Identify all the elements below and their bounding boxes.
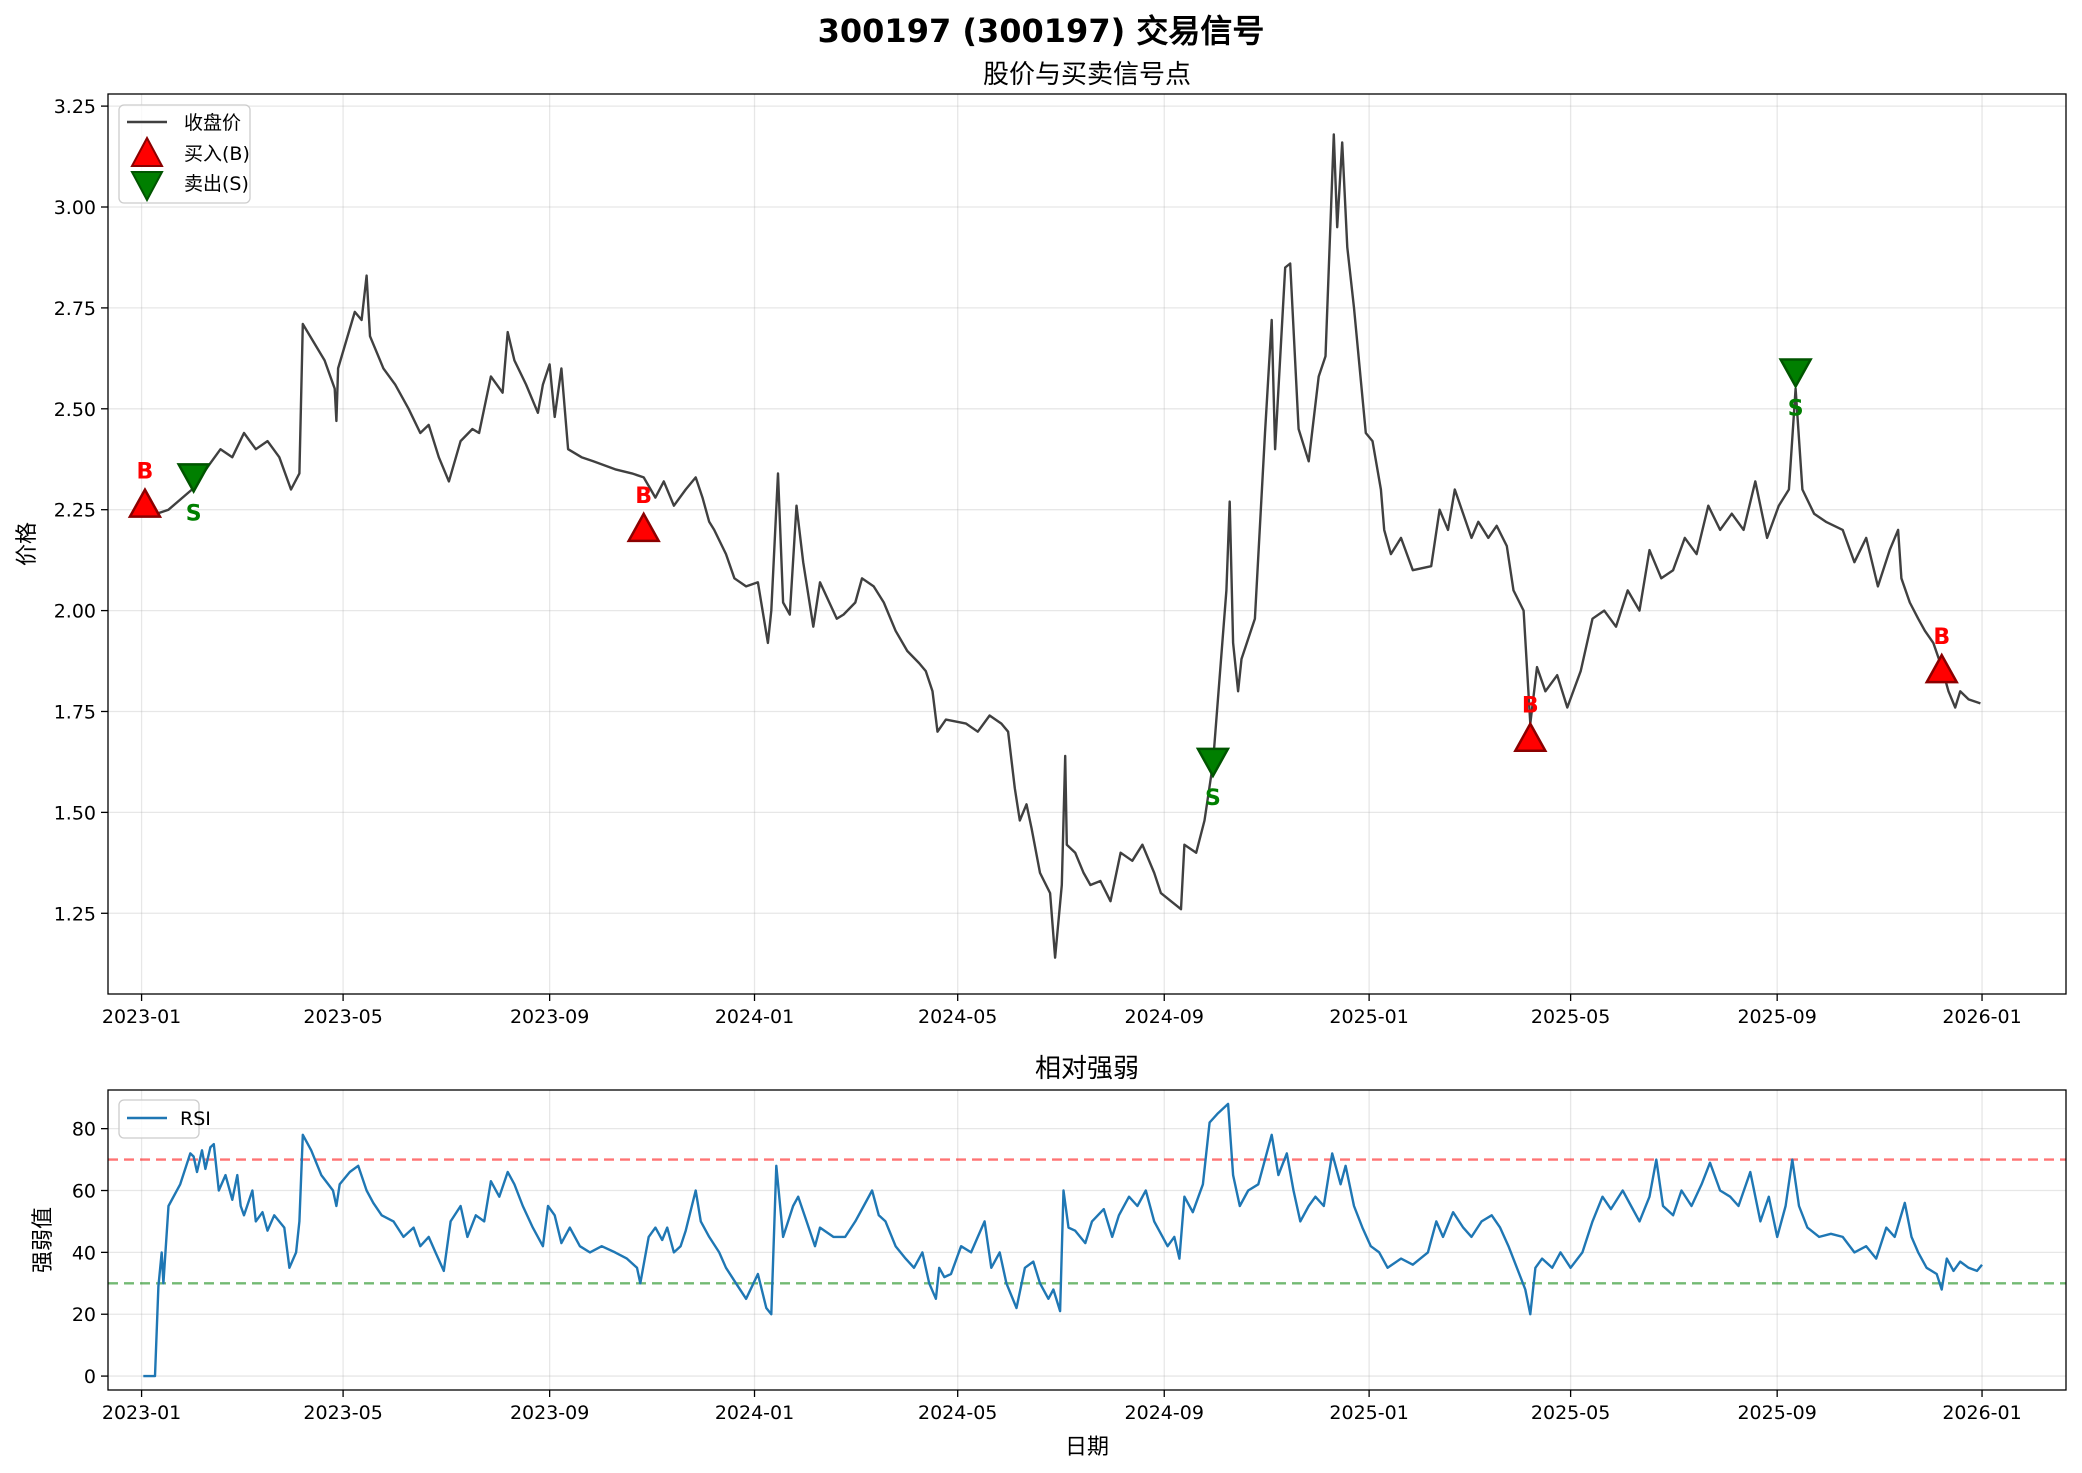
- buy-marker-2: [1513, 721, 1548, 752]
- buy-marker-1: [626, 511, 661, 543]
- legend-buy-label: 买入(B): [184, 143, 250, 165]
- rsi-ylabel: 强弱值: [31, 1207, 56, 1273]
- rsi-ytick-label-2: 40: [72, 1242, 96, 1264]
- price-ylabel: 价格: [15, 522, 40, 566]
- rsi-xtick-label-6: 2025-01: [1329, 1402, 1408, 1424]
- rsi-threshold-lines: [108, 1158, 2066, 1285]
- rsi-panel-title: 相对强弱: [1035, 1054, 1139, 1084]
- buy-marker-label-2: B: [1522, 694, 1539, 719]
- rsi-legend: RSI: [118, 1099, 211, 1139]
- sell-marker-label-0: S: [186, 501, 202, 526]
- buy-marker-3: [1924, 652, 1959, 684]
- buy-marker-label-1: B: [635, 484, 652, 509]
- sell-marker-label-2: S: [1788, 396, 1804, 421]
- buy-marker-label-3: B: [1933, 625, 1950, 650]
- price-xtick-label-6: 2025-01: [1329, 1006, 1408, 1028]
- price-xtick-label-1: 2023-05: [303, 1006, 382, 1028]
- buy-marker-label-0: B: [137, 460, 154, 485]
- rsi-xtick-label-2: 2023-09: [510, 1402, 589, 1424]
- price-ytick-label-0: 1.25: [54, 903, 96, 925]
- buy-triangle-icon: [130, 135, 164, 167]
- price-ytick-label-8: 3.25: [54, 96, 96, 118]
- price-xtick-label-0: 2023-01: [102, 1006, 181, 1028]
- sell-triangle-icon: [130, 171, 164, 203]
- price-ytick-label-7: 3.00: [54, 197, 96, 219]
- rsi-xtick-label-5: 2024-09: [1125, 1402, 1204, 1424]
- rsi-panel: 相对强弱 2023-01 2023-05 2023-09 2024-01 2024-05…: [31, 1054, 2067, 1460]
- rsi-xlabel: 日期: [1065, 1435, 1109, 1460]
- price-ticks: 2023-01 2023-05 2023-09 2024-01 2024-05 2024-…: [54, 96, 2022, 1028]
- rsi-xtick-label-7: 2025-05: [1531, 1402, 1610, 1424]
- rsi-ytick-label-3: 60: [72, 1181, 96, 1203]
- rsi-xtick-label-9: 2026-01: [1942, 1402, 2021, 1424]
- price-xtick-label-3: 2024-01: [715, 1006, 794, 1028]
- legend-sell-label: 卖出(S): [184, 173, 249, 195]
- price-ytick-label-5: 2.50: [54, 399, 96, 421]
- price-xtick-label-2: 2023-09: [510, 1006, 589, 1028]
- price-ytick-label-3: 2.00: [54, 601, 96, 623]
- price-xtick-label-5: 2024-09: [1125, 1006, 1204, 1028]
- rsi-xtick-label-8: 2025-09: [1737, 1402, 1816, 1424]
- price-grid: [108, 94, 2066, 994]
- price-xtick-label-4: 2024-05: [918, 1006, 997, 1028]
- rsi-ytick-label-0: 0: [84, 1366, 96, 1388]
- rsi-ytick-label-1: 20: [72, 1304, 96, 1326]
- buy-marker-0: [127, 487, 163, 518]
- price-xtick-label-8: 2025-09: [1737, 1006, 1816, 1028]
- figure-title: 300197 (300197) 交易信号: [818, 12, 1265, 50]
- sell-marker-0: [176, 463, 211, 494]
- price-axes-frame: [107, 93, 2067, 995]
- price-ytick-label-6: 2.75: [54, 298, 96, 320]
- price-ytick-label-1: 1.50: [54, 802, 96, 824]
- price-ytick-label-4: 2.25: [54, 500, 96, 522]
- rsi-ytick-label-4: 80: [72, 1119, 96, 1141]
- rsi-xtick-label-1: 2023-05: [303, 1402, 382, 1424]
- price-panel-title: 股价与买卖信号点: [983, 60, 1191, 90]
- legend-close-label: 收盘价: [184, 112, 241, 134]
- price-line: [144, 133, 1981, 959]
- sell-marker-2: [1778, 358, 1813, 390]
- rsi-xtick-label-3: 2024-01: [715, 1402, 794, 1424]
- price-ytick-label-2: 1.75: [54, 701, 96, 723]
- price-signal-markers: B B B B S S S: [127, 358, 1959, 811]
- rsi-xtick-label-4: 2024-05: [918, 1402, 997, 1424]
- price-xtick-label-9: 2026-01: [1942, 1006, 2021, 1028]
- sell-marker-label-1: S: [1205, 786, 1221, 811]
- rsi-xtick-label-0: 2023-01: [102, 1402, 181, 1424]
- price-legend: 收盘价 买入(B) 卖出(S): [118, 104, 251, 204]
- sell-marker-1: [1195, 747, 1231, 779]
- rsi-line: [143, 1102, 1983, 1378]
- legend-rsi-label: RSI: [180, 1108, 211, 1130]
- price-xtick-label-7: 2025-05: [1531, 1006, 1610, 1028]
- rsi-axes-frame: [107, 1089, 2067, 1391]
- price-panel: 股价与买卖信号点 2023-01 2023-05 2023-09 2024-01 202…: [15, 60, 2067, 1028]
- rsi-ticks: 2023-01 2023-05 2023-09 2024-01 2024-05 2024-…: [72, 1119, 2022, 1424]
